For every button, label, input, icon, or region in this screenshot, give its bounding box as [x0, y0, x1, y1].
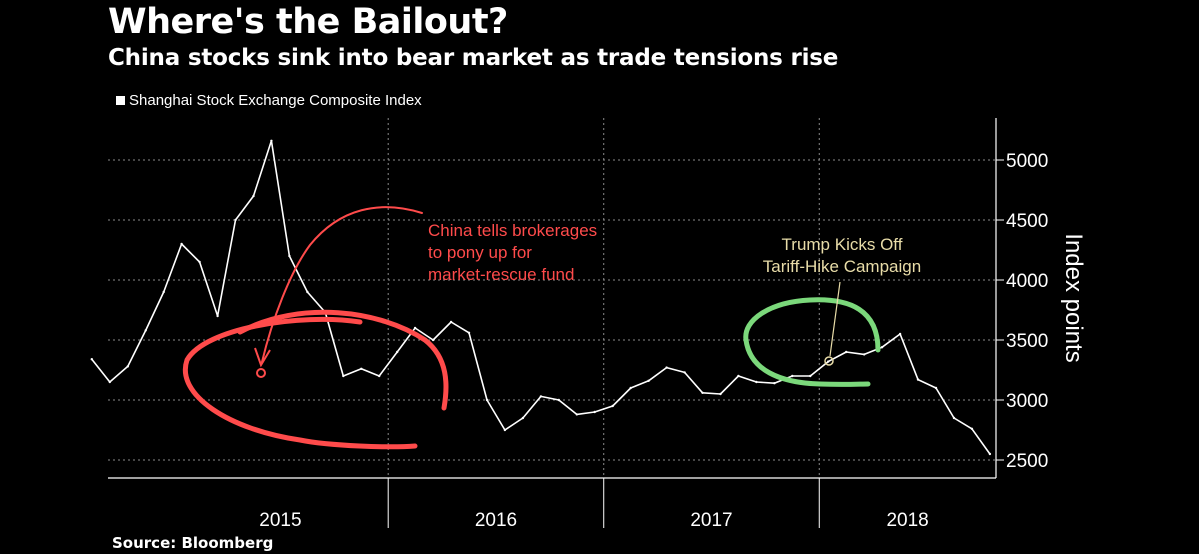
data-point: [557, 398, 560, 402]
data-point: [467, 331, 471, 334]
source-note: Source: Bloomberg: [112, 534, 274, 552]
data-point: [180, 242, 183, 246]
data-point: [737, 374, 740, 378]
legend-label: Shanghai Stock Exchange Composite Index: [129, 92, 422, 109]
data-point: [827, 360, 830, 363]
y-tick-label: 4000: [1006, 271, 1048, 292]
red-marker: [256, 368, 266, 378]
y-tick-label: 3000: [1006, 391, 1048, 412]
data-point: [539, 395, 543, 398]
series-line: [91, 140, 991, 455]
data-point: [934, 386, 938, 390]
data-point: [916, 378, 920, 381]
data-point: [306, 290, 309, 294]
data-point: [270, 139, 273, 142]
green-loop-bottom: [743, 337, 871, 387]
data-point: [647, 379, 650, 382]
red-ellipse-right: [237, 309, 449, 411]
data-point: [809, 374, 812, 378]
data-point: [952, 416, 956, 420]
legend: Shanghai Stock Exchange Composite Index: [116, 92, 422, 109]
data-point: [755, 380, 758, 384]
axes: 2500 3000 3500 4000 4500 5000 2015 2016 2017 2018…: [108, 118, 1087, 531]
data-point: [342, 374, 345, 378]
red-arrow: [261, 206, 423, 363]
red-arrowhead: [254, 347, 271, 368]
data-point: [629, 386, 632, 390]
data-point: [431, 338, 435, 342]
data-point: [970, 427, 974, 430]
china-annotation-line: market-rescue fund: [428, 265, 574, 284]
data-point: [719, 392, 722, 396]
data-point: [378, 374, 381, 378]
data-point: [521, 416, 525, 420]
data-point: [863, 353, 866, 356]
red-ellipse-left: [182, 316, 418, 450]
data-point: [845, 350, 848, 354]
data-point: [360, 367, 363, 370]
data-point: [701, 391, 704, 394]
data-point: [252, 194, 255, 198]
data-point: [449, 320, 453, 324]
x-tick-label: 2016: [475, 510, 517, 531]
data-point: [988, 452, 992, 456]
y-tick-label: 3500: [1006, 331, 1048, 352]
x-tick-label: 2017: [690, 510, 732, 531]
data-point: [90, 358, 94, 361]
y-axis-title: Index points: [1060, 233, 1087, 362]
y-tick-label: 2500: [1006, 451, 1048, 472]
data-point: [198, 260, 201, 264]
trump-marker: [824, 356, 834, 366]
china-annotation-line: China tells brokerages: [428, 221, 597, 240]
data-point: [485, 398, 489, 402]
data-point: [216, 314, 219, 318]
data-point: [898, 332, 902, 336]
data-point: [880, 346, 884, 349]
x-tick-label: 2018: [886, 510, 928, 531]
data-point: [396, 350, 399, 354]
trump-annotation-line: Trump Kicks Off: [782, 235, 903, 254]
data-point: [611, 404, 614, 408]
data-point: [791, 374, 794, 378]
series-layer: [90, 139, 992, 456]
chart-subtitle: China stocks sink into bear market as tr…: [108, 45, 839, 71]
trump-annotation-line: Tariff-Hike Campaign: [763, 257, 921, 276]
data-point: [234, 218, 237, 222]
y-tick-label: 4500: [1006, 211, 1048, 232]
data-point: [593, 410, 596, 414]
data-point: [413, 326, 417, 330]
china-annotation-line: to pony up for: [428, 243, 532, 262]
x-tick-label: 2015: [259, 510, 301, 531]
chart-title: Where's the Bailout?: [108, 2, 508, 42]
green-loop-top: [743, 297, 881, 353]
trump-pointer: [829, 281, 841, 357]
data-point: [126, 365, 129, 368]
data-point: [108, 380, 112, 384]
data-point: [773, 382, 776, 385]
data-point: [683, 371, 686, 374]
data-point: [575, 413, 578, 416]
data-point: [288, 254, 291, 258]
data-point: [665, 366, 668, 369]
legend-swatch: [116, 96, 125, 105]
annotations: China tells brokerages to pony up for mark…: [182, 206, 921, 450]
data-point: [162, 290, 165, 294]
data-point: [503, 428, 507, 432]
data-point: [144, 329, 147, 332]
y-tick-label: 5000: [1006, 151, 1048, 172]
